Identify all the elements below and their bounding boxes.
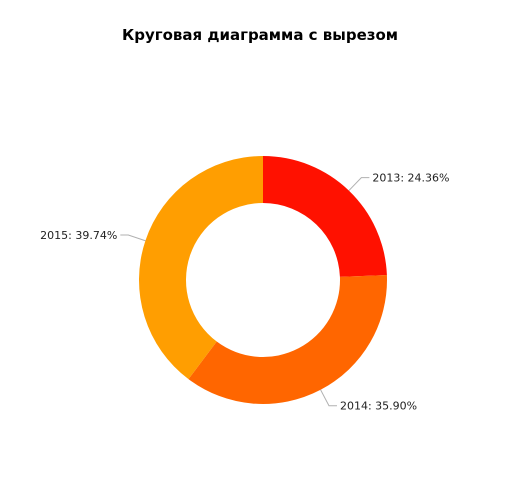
labels-group: 2013: 24.36% 2014: 35.90% 2015: 39.74% xyxy=(40,172,449,413)
slice-2015[interactable] xyxy=(139,156,263,380)
slice-label-2014: 2014: 35.90% xyxy=(340,400,417,413)
slice-label-2015: 2015: 39.74% xyxy=(40,229,117,242)
chart-title: Круговая диаграмма с вырезом xyxy=(121,26,399,44)
slice-2013[interactable] xyxy=(263,156,387,277)
slice-2014[interactable] xyxy=(188,275,388,404)
slice-label-2013: 2013: 24.36% xyxy=(372,172,449,185)
leader-line-2013 xyxy=(348,177,370,191)
leader-line-2014 xyxy=(320,389,337,407)
leader-line-2015 xyxy=(120,234,146,242)
slices-group xyxy=(139,156,388,404)
